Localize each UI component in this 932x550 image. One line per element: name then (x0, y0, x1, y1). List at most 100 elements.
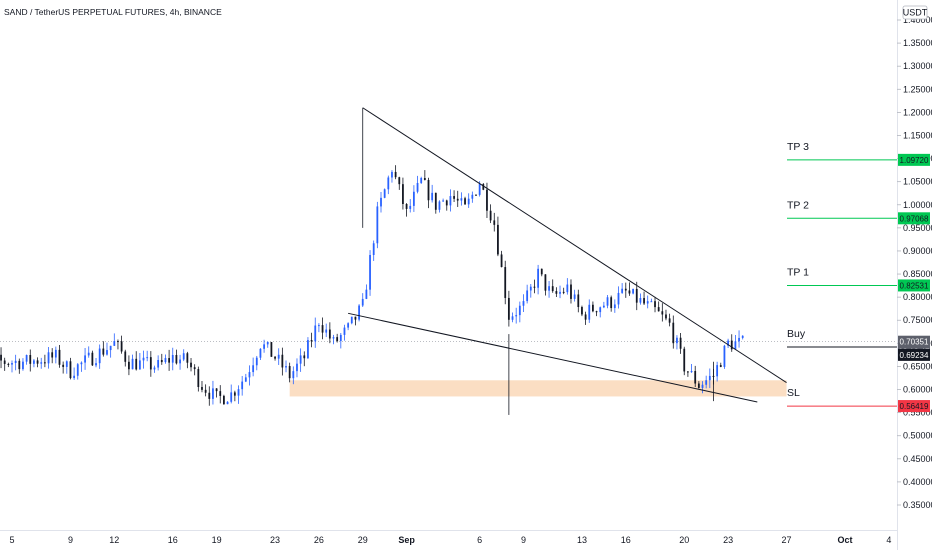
candle-body (507, 297, 510, 320)
candle-body (25, 355, 28, 362)
candle-body (716, 365, 719, 377)
candle-body (376, 206, 379, 244)
candle-body (197, 369, 200, 388)
candle-body (449, 196, 452, 206)
candle-body (529, 286, 532, 291)
x-tick-label: 26 (314, 535, 324, 545)
candle-body (153, 367, 156, 370)
candle-body (632, 288, 634, 294)
candle-body (581, 307, 583, 315)
candle-body (734, 341, 737, 350)
candle-body (683, 348, 686, 372)
candle-body (263, 344, 265, 349)
candle-body (296, 363, 298, 372)
triangle-lower-line[interactable] (348, 312, 758, 403)
candle-body (416, 182, 419, 192)
candle-body (562, 291, 565, 293)
level-label: Buy (787, 328, 806, 340)
candle-body (665, 314, 667, 319)
candle-body (398, 177, 401, 185)
candle-body (215, 388, 218, 392)
candle-body (3, 360, 6, 364)
x-tick-label: 9 (521, 535, 526, 545)
candle-body (723, 345, 726, 367)
y-tick-label: 1.25000 (903, 84, 932, 94)
candle-body (98, 348, 101, 364)
candle-body (62, 364, 65, 367)
candle-body (497, 224, 499, 255)
candle-body (241, 381, 244, 390)
candle-body (676, 337, 678, 344)
candle-body (427, 179, 430, 201)
candle-body (354, 316, 357, 320)
candle-body (394, 171, 397, 178)
triangle-upper-line[interactable] (362, 107, 787, 384)
candle-body (69, 361, 72, 379)
currency-label: USDT (903, 8, 928, 18)
candle-body (621, 288, 624, 293)
candle-body (146, 357, 149, 359)
candle-body (434, 192, 437, 210)
candle-body (29, 355, 32, 364)
candle-body (244, 377, 247, 382)
candle-body (391, 171, 393, 178)
candle-body (168, 358, 171, 363)
candle-body (285, 366, 287, 368)
x-tick-label: 20 (679, 535, 689, 545)
level-price-tag (898, 212, 930, 225)
candle-body (343, 327, 346, 335)
candle-body (453, 196, 455, 199)
time-axis[interactable]: 5 9 12 16 19 23 26 29 Sep 6 9 13 16 20 23 27 Oct 4 (9, 535, 891, 545)
candle-body (149, 357, 152, 370)
candle-body (124, 351, 127, 362)
x-tick-label: 5 (9, 535, 14, 545)
level-label: TP 2 (787, 199, 809, 211)
candle-body (109, 345, 112, 351)
candle-body (361, 298, 364, 306)
candle-body (54, 349, 57, 358)
candle-body (551, 286, 554, 292)
candle-body (135, 358, 138, 370)
candle-body (705, 380, 708, 385)
candle-body (270, 342, 273, 357)
candle-body (226, 401, 229, 405)
x-tick-label: 23 (270, 535, 280, 545)
candle-body (584, 314, 587, 320)
candle-body (624, 288, 627, 291)
candle-body (555, 291, 558, 294)
candle-body (409, 205, 412, 209)
candle-body (233, 392, 236, 396)
y-tick-label: 1.20000 (903, 107, 932, 117)
candle-body (701, 384, 704, 388)
x-tick-label: 19 (212, 535, 222, 545)
candle-body (599, 307, 602, 313)
candle-body (87, 352, 90, 356)
candle-body (113, 341, 116, 346)
candle-body (613, 304, 616, 309)
candle-body (252, 365, 255, 373)
candle-body (493, 220, 496, 225)
candle-body (719, 365, 722, 367)
plot-area[interactable] (0, 0, 897, 530)
x-tick-label: 13 (577, 535, 587, 545)
candle-body (11, 362, 13, 365)
y-tick-label: 1.35000 (903, 38, 932, 48)
candle-body (741, 335, 744, 338)
candle-body (628, 290, 631, 294)
candle-body (686, 371, 689, 373)
currency-box[interactable] (902, 5, 928, 20)
candle-body (610, 297, 613, 309)
candle-body (212, 388, 214, 399)
candle-body (58, 349, 61, 365)
candle-body (727, 340, 729, 346)
candle-body (365, 289, 368, 299)
candle-body (635, 288, 638, 303)
candle-body (281, 354, 284, 368)
